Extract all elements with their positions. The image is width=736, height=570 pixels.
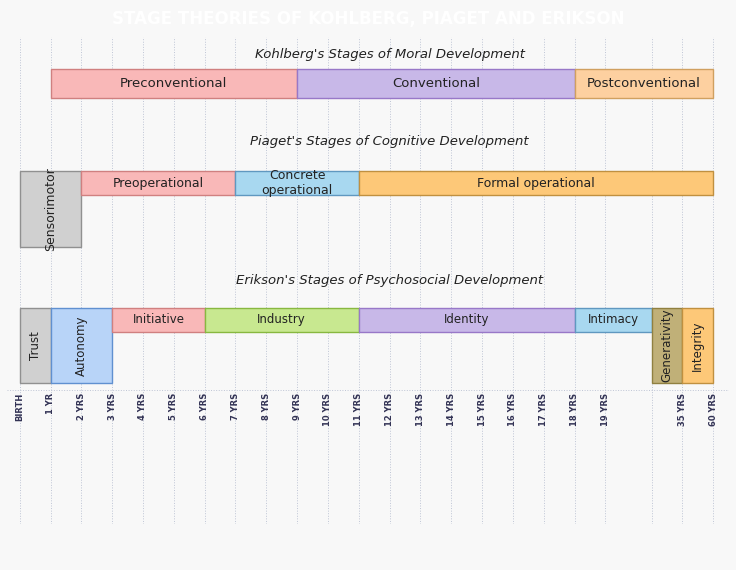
FancyBboxPatch shape	[205, 308, 358, 332]
Text: Preoperational: Preoperational	[113, 177, 204, 190]
FancyBboxPatch shape	[358, 308, 575, 332]
FancyBboxPatch shape	[297, 69, 575, 98]
Text: 12 YRS: 12 YRS	[385, 393, 394, 426]
Text: Formal operational: Formal operational	[477, 177, 595, 190]
FancyBboxPatch shape	[112, 308, 205, 332]
Text: Trust: Trust	[29, 331, 42, 360]
Text: STAGE THEORIES OF KOHLBERG, PIAGET AND ERIKSON: STAGE THEORIES OF KOHLBERG, PIAGET AND E…	[112, 10, 624, 27]
Text: 6 YRS: 6 YRS	[200, 393, 209, 420]
Text: Piaget's Stages of Cognitive Development: Piaget's Stages of Cognitive Development	[250, 135, 529, 148]
Text: 7 YRS: 7 YRS	[231, 393, 240, 420]
FancyBboxPatch shape	[651, 308, 682, 383]
Text: 14 YRS: 14 YRS	[447, 393, 456, 426]
Text: Conventional: Conventional	[392, 77, 480, 90]
Text: Integrity: Integrity	[691, 320, 704, 370]
Text: 8 YRS: 8 YRS	[262, 393, 271, 420]
Text: 1 YR: 1 YR	[46, 393, 55, 414]
Text: 9 YRS: 9 YRS	[293, 393, 302, 420]
Text: 35 YRS: 35 YRS	[678, 393, 687, 426]
FancyBboxPatch shape	[575, 308, 651, 332]
Text: Concrete
operational: Concrete operational	[261, 169, 333, 197]
Text: Identity: Identity	[444, 313, 489, 326]
Text: 11 YRS: 11 YRS	[354, 393, 364, 426]
Text: 60 YRS: 60 YRS	[709, 393, 718, 426]
Text: 10 YRS: 10 YRS	[323, 393, 333, 426]
Text: 3 YRS: 3 YRS	[107, 393, 117, 420]
Text: Postconventional: Postconventional	[587, 77, 701, 90]
FancyBboxPatch shape	[575, 69, 713, 98]
Text: 19 YRS: 19 YRS	[601, 393, 610, 426]
Text: 2 YRS: 2 YRS	[77, 393, 86, 420]
FancyBboxPatch shape	[20, 308, 51, 383]
FancyBboxPatch shape	[51, 69, 297, 98]
FancyBboxPatch shape	[20, 171, 82, 247]
FancyBboxPatch shape	[51, 308, 112, 383]
Text: Generativity: Generativity	[660, 308, 673, 382]
FancyBboxPatch shape	[682, 308, 713, 383]
Text: 13 YRS: 13 YRS	[416, 393, 425, 426]
Text: Sensorimotor: Sensorimotor	[44, 167, 57, 251]
Text: 15 YRS: 15 YRS	[478, 393, 486, 426]
FancyBboxPatch shape	[82, 171, 236, 196]
FancyBboxPatch shape	[236, 171, 358, 196]
Text: Initiative: Initiative	[132, 313, 185, 326]
Text: 18 YRS: 18 YRS	[570, 393, 579, 426]
Text: 16 YRS: 16 YRS	[509, 393, 517, 426]
Text: Erikson's Stages of Psychosocial Development: Erikson's Stages of Psychosocial Develop…	[236, 274, 543, 287]
FancyBboxPatch shape	[358, 171, 713, 196]
Text: Intimacy: Intimacy	[587, 313, 639, 326]
Text: Preconventional: Preconventional	[120, 77, 227, 90]
Text: Kohlberg's Stages of Moral Development: Kohlberg's Stages of Moral Development	[255, 48, 525, 60]
Text: 17 YRS: 17 YRS	[539, 393, 548, 426]
Text: 4 YRS: 4 YRS	[138, 393, 147, 420]
Text: Autonomy: Autonomy	[75, 315, 88, 376]
Text: BIRTH: BIRTH	[15, 393, 24, 421]
Text: 5 YRS: 5 YRS	[169, 393, 178, 420]
Text: Industry: Industry	[258, 313, 306, 326]
